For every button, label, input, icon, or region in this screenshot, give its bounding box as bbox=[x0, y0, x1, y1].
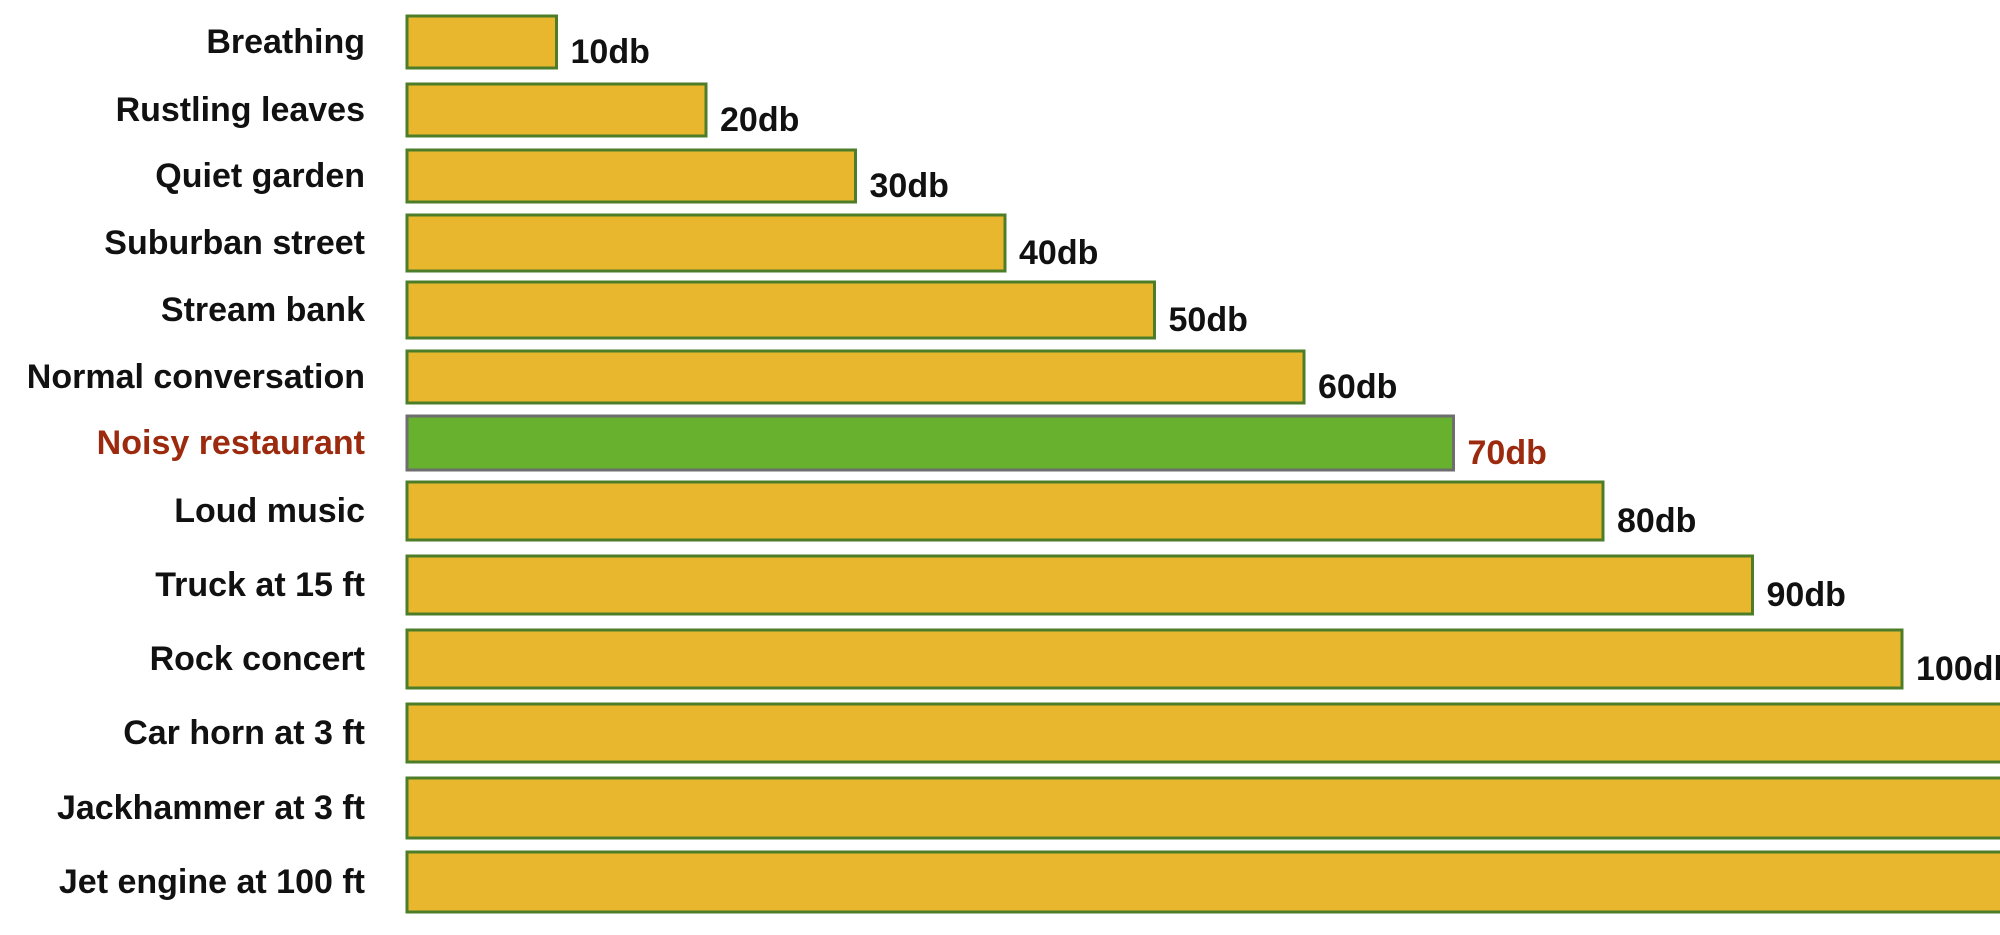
bar-jackhammer-at-3-ft bbox=[405, 776, 2000, 840]
bar-suburban-street bbox=[405, 213, 1007, 273]
category-labels-group: Breathing Rustling leaves Quiet garden Subu… bbox=[27, 23, 365, 901]
category-label-rock-concert: Rock concert bbox=[150, 640, 365, 678]
category-label-suburban-street: Suburban street bbox=[104, 224, 365, 262]
value-label-suburban-street: 40db bbox=[1019, 234, 1098, 272]
category-label-breathing: Breathing bbox=[206, 23, 365, 61]
bar-quiet-garden bbox=[405, 148, 857, 204]
category-label-quiet-garden: Quiet garden bbox=[155, 157, 365, 195]
bar-breathing bbox=[405, 14, 558, 70]
value-label-breathing: 10db bbox=[571, 33, 650, 71]
bars-group bbox=[405, 14, 2000, 914]
bar-loud-music bbox=[405, 480, 1605, 542]
category-label-noisy-restaurant: Noisy restaurant bbox=[97, 424, 365, 462]
category-label-truck-at-15-ft: Truck at 15 ft bbox=[155, 566, 365, 604]
bar-car-horn-at-3-ft bbox=[405, 702, 2000, 764]
value-label-noisy-restaurant: 70db bbox=[1468, 434, 1547, 472]
bar-rustling-leaves bbox=[405, 82, 708, 138]
bar-truck-at-15-ft bbox=[405, 554, 1754, 616]
value-label-quiet-garden: 30db bbox=[870, 167, 949, 205]
value-label-rock-concert: 100db bbox=[1916, 650, 2000, 688]
category-label-car-horn-at-3-ft: Car horn at 3 ft bbox=[123, 714, 365, 752]
bar-noisy-restaurant bbox=[405, 414, 1455, 472]
bar-stream-bank bbox=[405, 280, 1156, 340]
category-label-normal-conversation: Normal conversation bbox=[27, 358, 365, 396]
bar-rock-concert bbox=[405, 628, 1904, 690]
value-labels-group: 10db 20db 30db 40db 50db 60db 70db 80db 90db 100d… bbox=[571, 33, 2000, 688]
value-label-truck-at-15-ft: 90db bbox=[1767, 576, 1846, 614]
category-label-jackhammer-at-3-ft: Jackhammer at 3 ft bbox=[57, 789, 365, 827]
value-label-normal-conversation: 60db bbox=[1318, 368, 1397, 406]
category-label-loud-music: Loud music bbox=[174, 492, 365, 530]
value-label-stream-bank: 50db bbox=[1169, 301, 1248, 339]
category-label-stream-bank: Stream bank bbox=[161, 291, 365, 329]
value-label-rustling-leaves: 20db bbox=[720, 101, 799, 139]
category-label-rustling-leaves: Rustling leaves bbox=[116, 91, 365, 129]
value-label-loud-music: 80db bbox=[1617, 502, 1696, 540]
category-label-jet-engine-at-100-ft: Jet engine at 100 ft bbox=[59, 863, 365, 901]
bar-jet-engine-at-100-ft bbox=[405, 850, 2000, 914]
bar-normal-conversation bbox=[405, 349, 1306, 405]
